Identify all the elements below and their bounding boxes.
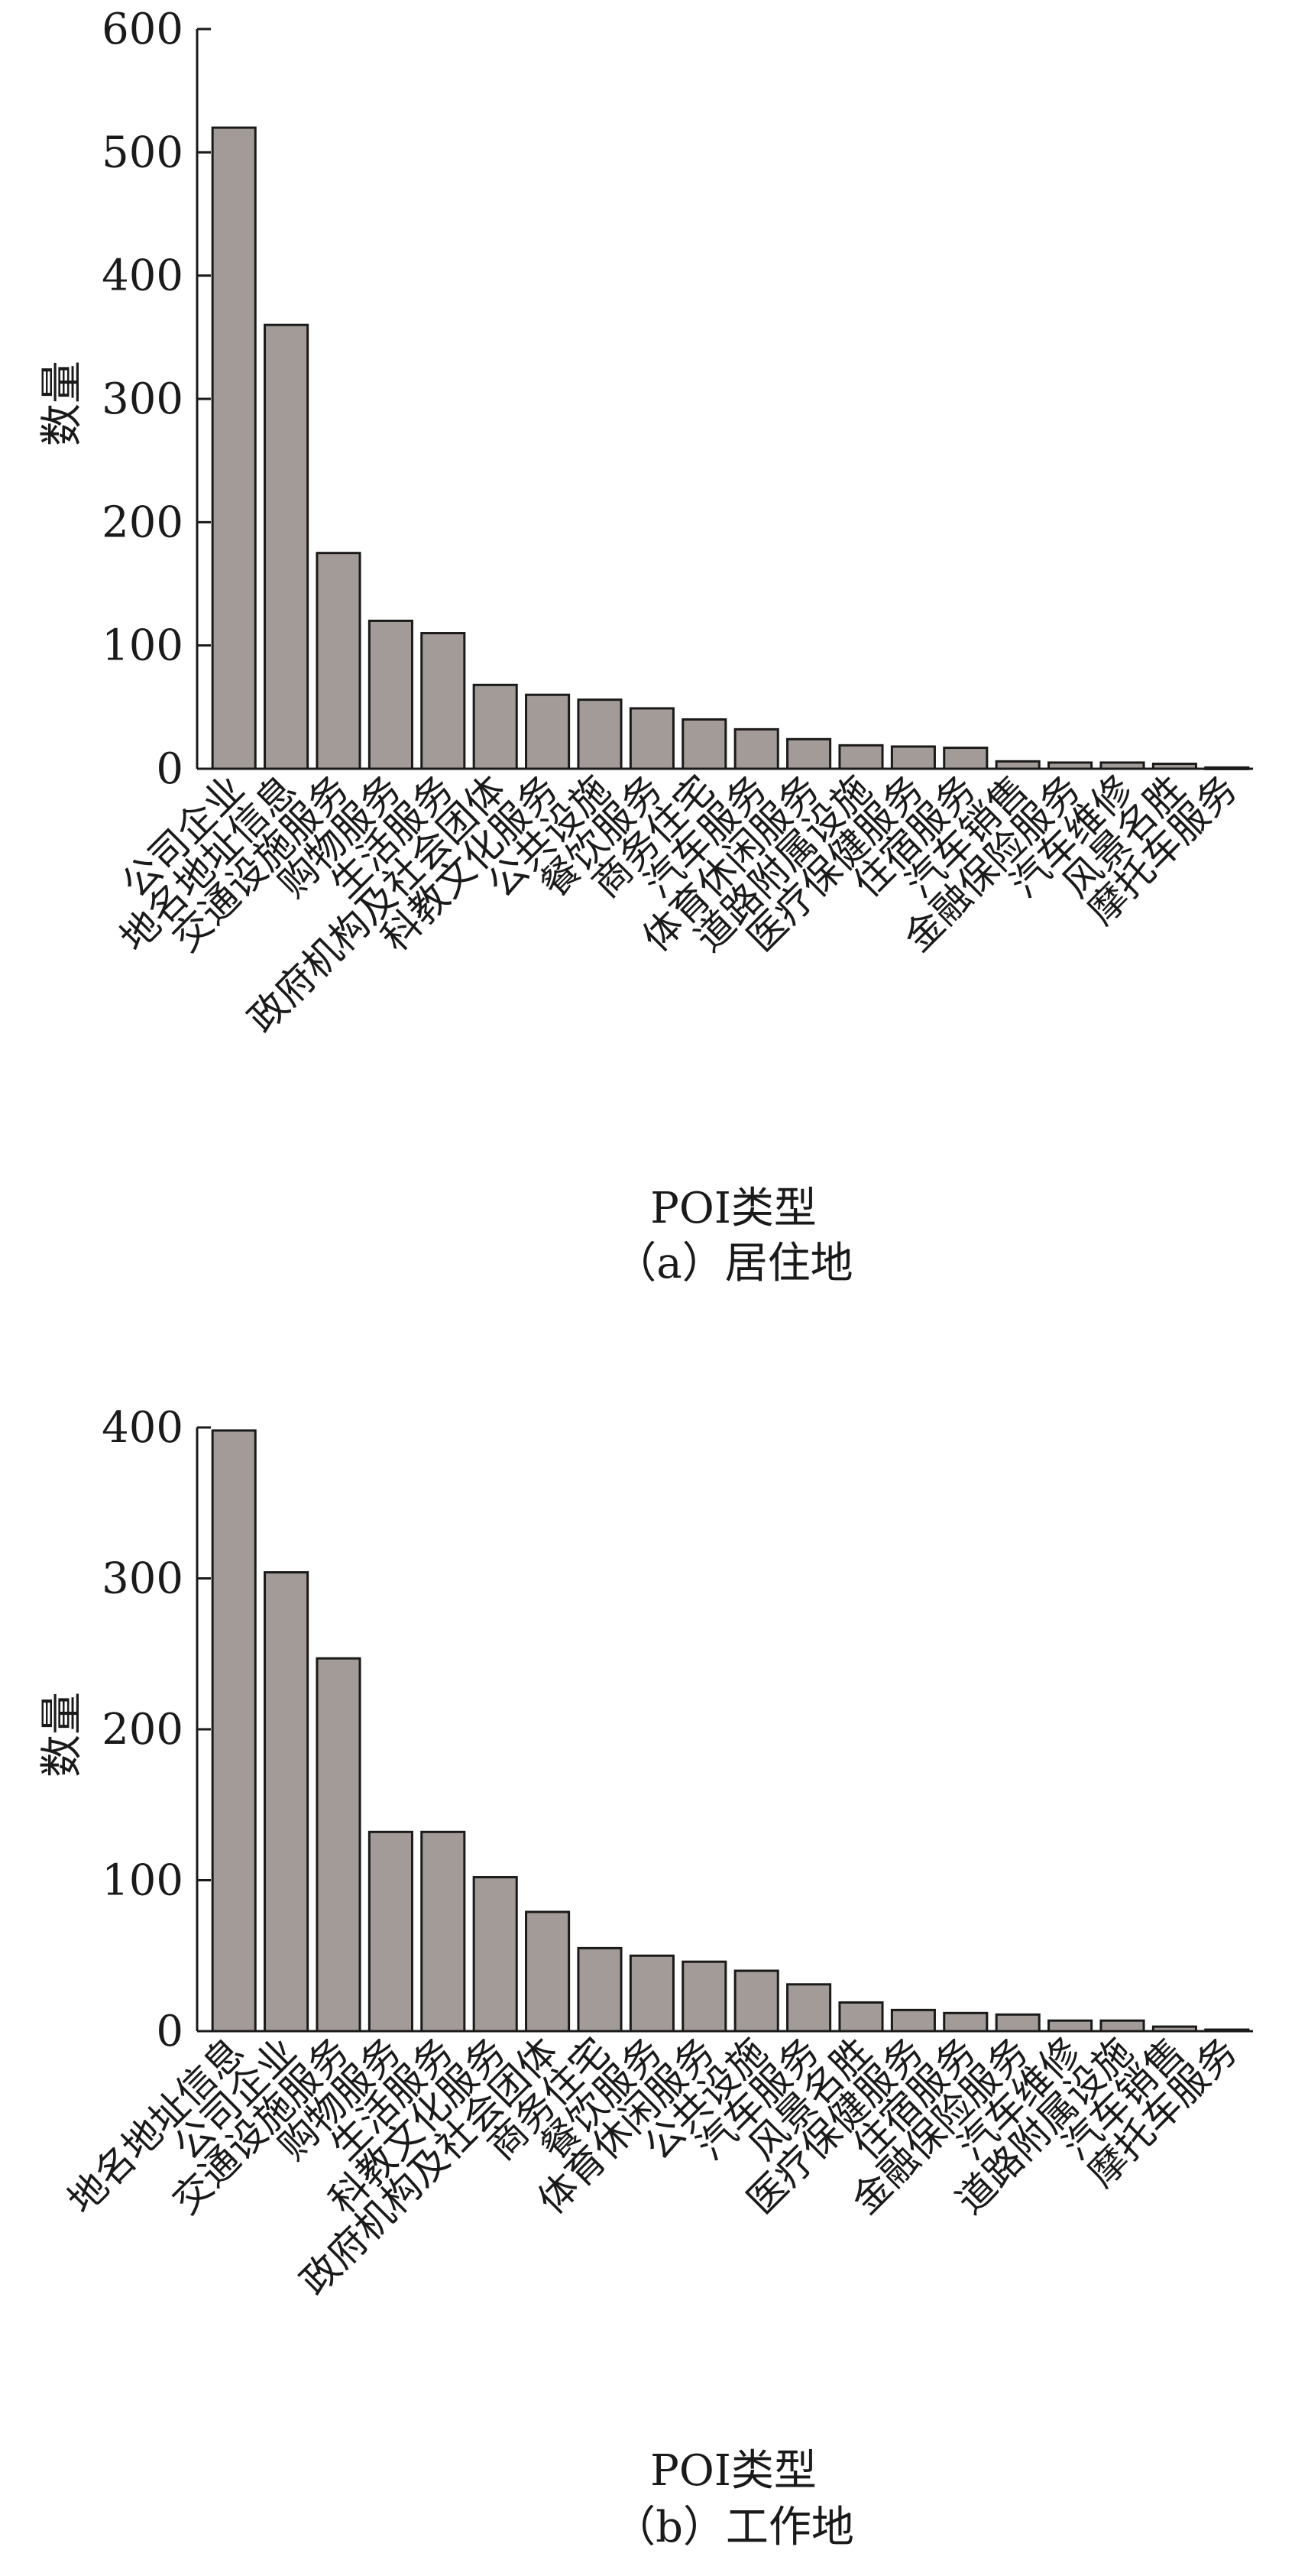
bar xyxy=(838,2001,884,2033)
bar xyxy=(733,1969,779,2033)
chart-a-x-category-labels: 公司企业地名地址信息交通设施服务购物服务生活服务政府机构及社会团体科教文化服务公… xyxy=(112,766,1245,1041)
chart-b-y-axis-title: 数量 xyxy=(37,1692,87,1777)
bar xyxy=(525,693,571,770)
bar xyxy=(1151,2025,1197,2033)
bar xyxy=(682,718,727,770)
y-tick-label: 500 xyxy=(102,128,183,177)
chart-b-bars xyxy=(211,1429,1250,2033)
bar xyxy=(890,745,936,770)
bar xyxy=(733,727,779,770)
y-tick-label: 300 xyxy=(102,1554,183,1604)
bar xyxy=(995,2013,1041,2033)
bar xyxy=(1204,2028,1250,2033)
bar xyxy=(316,1657,361,2033)
bar xyxy=(472,683,518,770)
bar xyxy=(838,744,884,770)
y-tick-label: 300 xyxy=(102,374,183,424)
bar xyxy=(995,760,1041,770)
chart-b-workplace: 0 100 200 300 400 地名地址信息公司企业交通设施服务购物服务生活服务科教… xyxy=(37,1403,1253,2552)
chart-a-y-ticks: 0 100 200 300 400 500 600 xyxy=(102,5,211,794)
y-tick-label: 100 xyxy=(102,621,183,671)
chart-b-x-category-labels: 地名地址信息公司企业交通设施服务购物服务生活服务科教文化服务政府机构及社会团体商… xyxy=(60,2029,1246,2303)
y-tick-label: 200 xyxy=(102,497,183,547)
bar xyxy=(211,126,257,770)
y-tick-label: 400 xyxy=(102,1403,183,1453)
bar xyxy=(316,552,361,770)
bar xyxy=(264,1571,309,2033)
y-tick-label: 400 xyxy=(102,251,183,301)
bar xyxy=(577,698,623,770)
bar xyxy=(1099,761,1145,770)
bar xyxy=(525,1910,571,2033)
bar xyxy=(420,1830,466,2033)
chart-b-x-axis-title: POI类型 xyxy=(650,2446,817,2496)
bar xyxy=(1204,766,1250,770)
bar xyxy=(629,1954,675,2033)
y-tick-label: 0 xyxy=(156,2007,183,2056)
bar xyxy=(943,2011,989,2033)
y-tick-label: 0 xyxy=(156,744,183,794)
y-tick-label: 600 xyxy=(102,5,183,54)
chart-b-caption: （b）工作地 xyxy=(613,2503,854,2552)
chart-a-residence: 0 100 200 300 400 500 600 公司企业地名地址信息交通设施服务购物服务… xyxy=(37,5,1253,1288)
y-tick-label: 100 xyxy=(102,1856,183,1906)
bar xyxy=(890,2008,936,2033)
chart-b-y-ticks: 0 100 200 300 400 xyxy=(102,1403,211,2056)
bar xyxy=(367,619,413,770)
bar xyxy=(420,632,466,770)
bar xyxy=(943,747,989,770)
bar xyxy=(1047,761,1093,770)
chart-a-bars xyxy=(211,126,1250,770)
chart-a-x-axis-title: POI类型 xyxy=(650,1184,817,1233)
bar xyxy=(786,737,832,770)
y-tick-label: 200 xyxy=(102,1705,183,1755)
bar xyxy=(367,1830,413,2033)
chart-a-y-axis-title: 数量 xyxy=(37,361,87,446)
bar xyxy=(577,1946,623,2033)
bar xyxy=(786,1983,832,2033)
bar xyxy=(1151,763,1197,770)
bar xyxy=(1047,2019,1093,2033)
chart-a-caption: （a）居住地 xyxy=(614,1239,853,1288)
bar xyxy=(629,707,675,770)
bar xyxy=(211,1429,257,2033)
bar xyxy=(1099,2019,1145,2033)
bar xyxy=(472,1876,518,2033)
bar xyxy=(682,1960,727,2033)
bar xyxy=(264,323,309,770)
